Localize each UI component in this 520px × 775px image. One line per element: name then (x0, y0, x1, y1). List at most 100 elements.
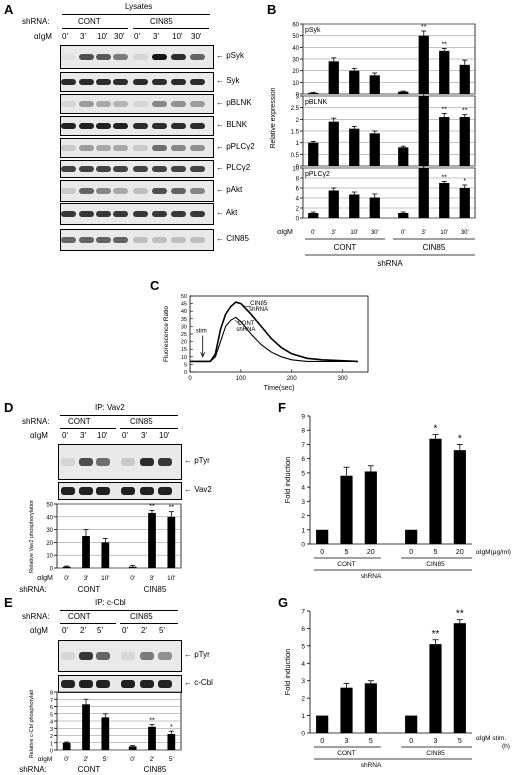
ip-vav2-label: IP: Vav2 (95, 403, 125, 412)
blot-band (133, 54, 148, 60)
y-tick-label: 60 (292, 23, 299, 29)
x-tick-label: 3' (150, 575, 155, 582)
x-axis-shrna-label: shRNA: (19, 765, 47, 774)
y-tick-label: 2.5 (291, 106, 300, 112)
blot-band (158, 458, 172, 466)
bar (340, 687, 353, 733)
x-tick-label: 3 (345, 738, 349, 745)
blot-band (96, 101, 111, 107)
blot-band (190, 123, 205, 129)
blot-band (79, 145, 94, 151)
y-tick-label: 5 (50, 712, 53, 718)
x-tick-label: 20 (456, 549, 464, 556)
x-tick-label: 0 (188, 376, 192, 382)
blot-band (190, 101, 205, 107)
blot-band (152, 54, 167, 60)
ip-vav2-underline (60, 415, 178, 416)
y-tick-label: 0 (296, 165, 300, 171)
y-tick-label: 2 (296, 118, 300, 124)
aigm-label: αIgM (30, 626, 48, 635)
blot-band (133, 145, 148, 151)
bar (148, 512, 156, 568)
x-axis-unit-label: (h) (502, 743, 510, 750)
lane-time-label: 2' (141, 626, 147, 635)
x-tick-label: 0' (401, 230, 405, 236)
blot-band (190, 211, 205, 217)
bar (328, 121, 339, 166)
lane-time-label: 30' (114, 32, 125, 41)
x-tick-label: 5 (458, 738, 462, 745)
bar (316, 715, 329, 733)
blot-band (121, 652, 135, 660)
bar (364, 471, 377, 544)
x-axis-label: shRNA (377, 259, 403, 268)
lane-time-label: 10' (97, 32, 108, 41)
y-tick-label: 4 (50, 720, 53, 726)
blot-band (61, 123, 76, 129)
blot-band (79, 237, 94, 243)
bar (364, 683, 377, 733)
x-tick-label: 30' (461, 230, 469, 236)
y-tick-label: 30 (292, 58, 299, 64)
blot-band (171, 123, 186, 129)
blot-band (79, 188, 94, 194)
bar (418, 35, 429, 94)
x-tick-label: 5' (103, 756, 108, 763)
cin85-underline (120, 428, 178, 429)
blot-band (79, 123, 94, 129)
x-tick-label: 30' (371, 230, 379, 236)
bar (128, 566, 137, 568)
bar (148, 726, 156, 750)
x-tick-label: 5' (169, 756, 174, 763)
y-tick-label: 40 (46, 515, 53, 521)
blot-row-label: ← CIN85 (216, 234, 249, 243)
blot-band (96, 54, 111, 60)
ip-ccbl-underline (60, 610, 178, 611)
x-tick-label: 0' (64, 575, 69, 582)
y-tick-label: 10 (292, 167, 299, 173)
x-tick-label: 5 (369, 738, 373, 745)
blot-band (96, 211, 111, 217)
blot-band (61, 101, 76, 107)
bar (398, 91, 409, 94)
blot-band (61, 211, 76, 217)
group-label-cont: CONT (68, 612, 91, 621)
blot-row-label: ← pAkt (216, 185, 243, 194)
x-tick-label: 0' (311, 230, 315, 236)
y-tick-label: 3 (50, 727, 53, 733)
lane-time-label: 0' (62, 32, 68, 41)
x-tick-label: 5 (345, 549, 349, 556)
bar (405, 529, 418, 544)
x-axis-label: shRNA (361, 573, 382, 580)
x-tick-label: 2' (150, 756, 155, 763)
plot-frame (56, 503, 182, 569)
blot-band (96, 166, 111, 172)
blot-band (113, 79, 128, 85)
blot-band (96, 487, 110, 495)
blot-band (113, 188, 128, 194)
y-tick-label: 20 (181, 340, 187, 346)
blot-row-label: ← pTyr (184, 456, 210, 465)
bar (82, 704, 90, 750)
lane-time-label: 3' (153, 32, 159, 41)
blot-band (121, 680, 135, 688)
blot-band (133, 237, 148, 243)
blot-band (113, 166, 128, 172)
blot-row-label: ← c-Cbl (184, 678, 213, 687)
significance-marker: * (463, 178, 466, 185)
lane-time-label: 3' (141, 431, 147, 440)
y-tick-label: 10 (46, 554, 53, 560)
y-tick-label: 0 (301, 731, 305, 738)
y-tick-label: 0 (301, 542, 305, 549)
y-tick-label: 45 (181, 302, 187, 308)
x-tick-label: 10' (440, 230, 448, 236)
blot-band (113, 54, 128, 60)
cont-underline (62, 28, 128, 29)
x-tick-label: 0 (320, 738, 324, 745)
y-tick-label: 8 (296, 177, 300, 183)
blot-band (113, 145, 128, 151)
blot-strip (60, 180, 214, 202)
blot-strip (58, 482, 182, 500)
bar (398, 213, 409, 218)
